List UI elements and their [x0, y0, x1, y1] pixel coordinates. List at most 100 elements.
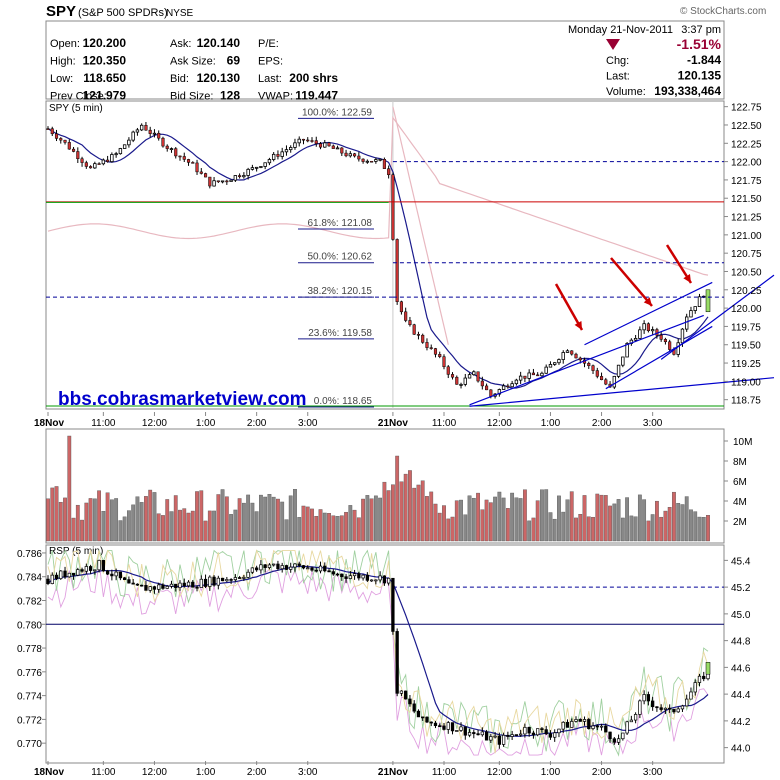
candle-body-up: [544, 366, 548, 374]
candle-body-down: [506, 385, 510, 388]
rsp-candle-down: [174, 583, 178, 588]
volume-bar: [161, 515, 165, 542]
volume-bar: [348, 505, 353, 542]
rsp-candle-up: [570, 721, 574, 728]
volume-bar: [131, 504, 136, 542]
volume-bar: [318, 509, 323, 542]
vol-tick-label: 4M: [733, 497, 747, 508]
candle-body-down: [668, 341, 672, 350]
rsp-overlay-line: [47, 562, 709, 756]
candle-body-down: [361, 158, 365, 162]
volume-bar: [561, 511, 566, 542]
rsp-candle-down: [442, 725, 446, 730]
rsp-candle-down: [472, 732, 476, 735]
rsp-candle-down: [514, 734, 519, 736]
rsp-candle-down: [203, 578, 208, 587]
volume-bar: [118, 520, 123, 542]
rsp-candle-up: [557, 728, 561, 734]
rsp-candle-down: [421, 716, 425, 719]
rsp-candle-down: [105, 570, 110, 575]
volume-bar: [616, 499, 621, 542]
volume-bar: [505, 508, 510, 542]
fib-label: 61.8%: 121.08: [308, 218, 373, 229]
candle-body-down: [148, 129, 152, 134]
volume-bar: [293, 489, 297, 542]
volume-bar: [58, 501, 63, 542]
rsp-candle-up: [459, 726, 463, 731]
rsp-candle-up: [480, 731, 484, 736]
rsp-candle-down: [340, 573, 344, 578]
rsp-candle-up: [186, 581, 191, 587]
support-line: [469, 377, 775, 407]
rsp-candle-down: [565, 721, 570, 728]
candle-body-down: [344, 152, 348, 157]
volume-bar: [254, 511, 259, 542]
rsp-candle-down: [433, 722, 438, 727]
price-panel-label: SPY (5 min): [49, 103, 103, 114]
fib-label: 38.2%: 120.15: [308, 286, 373, 297]
arrow-shaft: [554, 283, 584, 331]
y-tick-label: 118.75: [731, 396, 761, 407]
candle-body-up: [565, 350, 570, 353]
rsp-candle-up: [76, 569, 80, 576]
volume-bar: [433, 503, 438, 542]
rsp-candle-up: [67, 572, 71, 578]
rsp-candle-up: [518, 733, 523, 736]
fib-label: 100.0%: 122.59: [302, 107, 372, 118]
rsp-left-tick-label: 0.784: [17, 573, 42, 584]
volume-bar: [633, 516, 638, 542]
candle-body-up: [616, 364, 621, 377]
rsp-left-tick-label: 0.772: [17, 715, 42, 726]
volume-bar: [544, 489, 549, 542]
candle-body-down: [591, 365, 595, 371]
volume-bar: [378, 497, 383, 542]
volume-bar: [429, 491, 434, 542]
candle-body-up: [254, 166, 259, 169]
stat-value: 120.130: [197, 71, 241, 85]
rsp-candle-up: [553, 732, 557, 738]
arrow-head: [643, 297, 652, 306]
candle-body-up: [685, 316, 689, 330]
symbol: SPY: [46, 3, 76, 20]
rsp-candle-down: [344, 576, 348, 579]
x-tick-label: 3:00: [643, 418, 663, 429]
rsp-candle-up: [169, 583, 174, 587]
volume-bar: [276, 498, 280, 542]
x-tick-label: 2:00: [247, 418, 267, 429]
stats-box: [45, 20, 725, 100]
volume-bar: [586, 516, 591, 542]
stat-value: 128: [220, 89, 240, 103]
rsp-candle-down: [450, 722, 455, 732]
volume-bar: [395, 455, 400, 542]
candle-body-up: [280, 151, 284, 157]
candle-body-up: [697, 296, 702, 307]
volume-bar: [63, 497, 67, 542]
rsp-candle-down: [595, 725, 599, 728]
channel-line: [605, 325, 713, 390]
volume-bar: [344, 511, 348, 542]
volume-bar: [382, 481, 387, 542]
rsp-candle-down: [382, 575, 387, 584]
rsp-candle-up: [59, 570, 63, 579]
volume-bar: [212, 510, 216, 542]
rsp-candle-down: [127, 579, 131, 584]
candle-body-up: [459, 383, 463, 386]
rsp-candle-up: [638, 700, 642, 715]
stat-value: 200 shrs: [289, 71, 338, 85]
volume-bar: [523, 489, 527, 542]
candle-body-up: [540, 372, 544, 377]
rsp-candle-up: [84, 566, 88, 572]
candle-body-up: [169, 148, 174, 151]
rsp-candle-down: [604, 725, 608, 733]
volume-bar: [693, 511, 698, 542]
volume-bar: [224, 496, 229, 542]
candle-body-up: [220, 180, 225, 183]
volume-bar: [97, 490, 101, 542]
x-tick-label: 1:00: [196, 767, 216, 778]
volume-bar: [373, 495, 378, 542]
candle-body-down: [46, 128, 50, 130]
candle-body-down: [203, 173, 208, 178]
candle-body-down: [71, 148, 76, 152]
candle-body-down: [476, 371, 480, 382]
watermark-stockcharts: © StockCharts.com: [680, 6, 766, 17]
